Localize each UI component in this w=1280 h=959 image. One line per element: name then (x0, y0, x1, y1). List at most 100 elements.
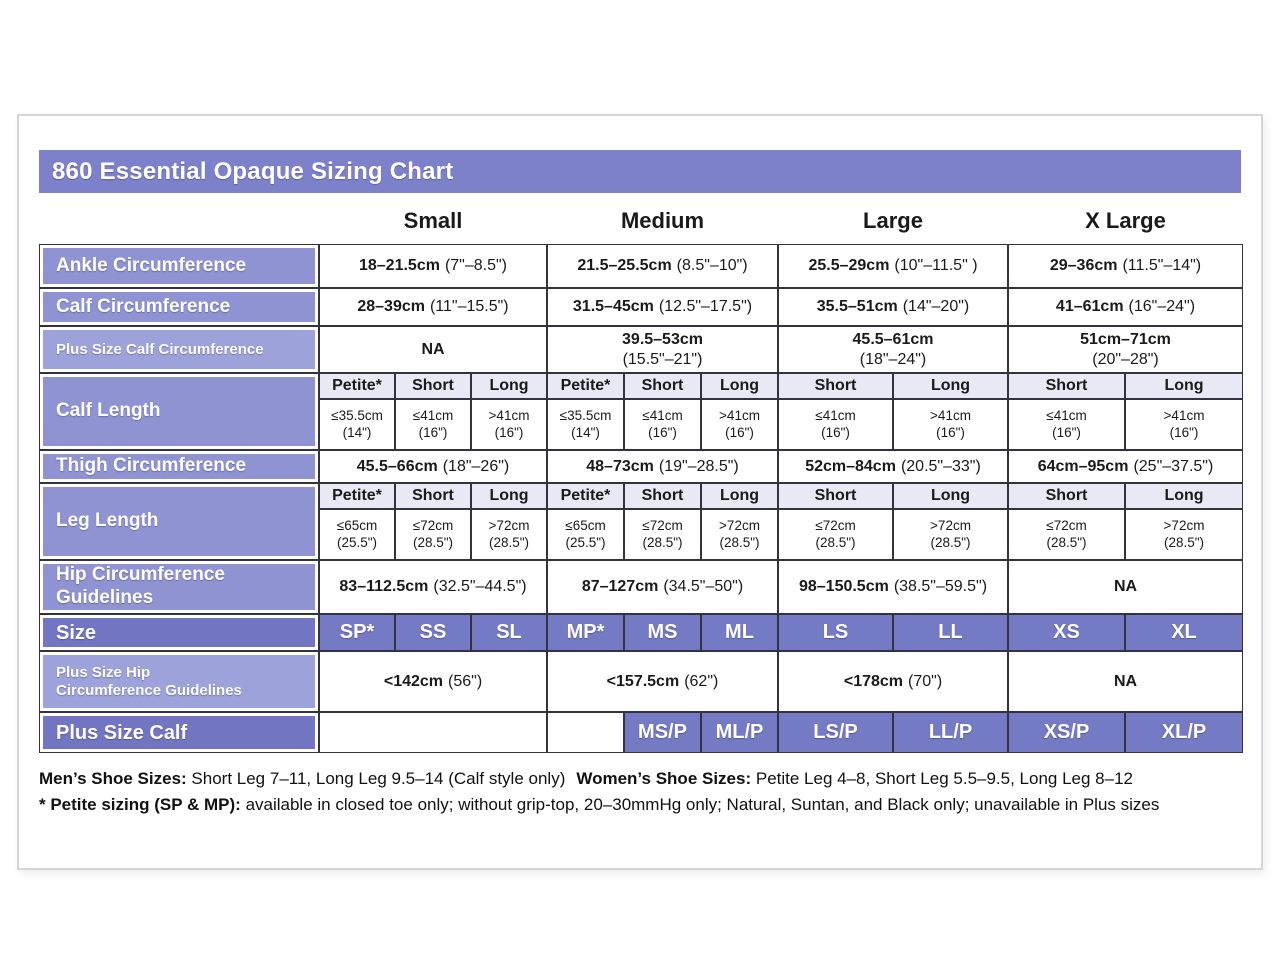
cell-thigh-xlarge: 64cm–95cm (25"–37.5") (1008, 450, 1243, 483)
cell-plus-hip-small: <142cm (56") (319, 651, 547, 712)
cell-plus-calf-circ-medium: 39.5–53cm (15.5"–21") (547, 326, 778, 373)
cell-plus-hip-large: <178cm (70") (778, 651, 1008, 712)
cell-ankle-large: 25.5–29cm (10"–11.5" ) (778, 244, 1008, 288)
cell-thigh-medium: 48–73cm (19"–28.5") (547, 450, 778, 483)
column-header-medium: Medium (620, 208, 705, 233)
petite-sizing-label: * Petite sizing (SP & MP): (39, 795, 241, 815)
mens-shoe-sizes-label: Men’s Shoe Sizes: (39, 769, 187, 788)
cell-calf-length-medium-petite: ≤35.5cm (14") (547, 399, 624, 450)
cell-size-sl: SL (471, 614, 547, 651)
cell-calf-length-small-short: ≤41cm (16") (395, 399, 471, 450)
row-label-hip-circumference-guidelines: Hip Circumference Guidelines (39, 560, 319, 614)
cell-leg-length-small-petite: ≤65cm (25.5") (319, 509, 395, 560)
cell-plus-calf-xsp: XS/P (1008, 712, 1125, 753)
cell-size-ms: MS (624, 614, 701, 651)
row-label-ankle-circumference: Ankle Circumference (39, 244, 319, 288)
subheader-calf-length-small-petite: Petite* (319, 373, 395, 399)
row-label-thigh-circumference: Thigh Circumference (39, 450, 319, 483)
cell-calf-length-large-long: >41cm (16") (893, 399, 1008, 450)
cell-plus-hip-medium: <157.5cm (62") (547, 651, 778, 712)
cell-plus-calf-xlp: XL/P (1125, 712, 1243, 753)
subheader-calf-length-medium-short: Short (624, 373, 701, 399)
cell-ankle-medium: 21.5–25.5cm (8.5"–10") (547, 244, 778, 288)
footnote-shoe-sizes: Men’s Shoe Sizes: Short Leg 7–11, Long L… (39, 769, 1134, 788)
cell-hip-xlarge: NA (1008, 560, 1243, 614)
cell-leg-length-medium-long: >72cm (28.5") (701, 509, 778, 560)
row-label-calf-circumference: Calf Circumference (39, 288, 319, 326)
cell-leg-length-medium-petite: ≤65cm (25.5") (547, 509, 624, 560)
cell-calf-xlarge: 41–61cm (16"–24") (1008, 288, 1243, 326)
cell-size-ll: LL (893, 614, 1008, 651)
subheader-calf-length-small-long: Long (471, 373, 547, 399)
subheader-leg-length-xlarge-short: Short (1008, 483, 1125, 509)
cell-hip-medium: 87–127cm (34.5"–50") (547, 560, 778, 614)
subheader-leg-length-medium-petite: Petite* (547, 483, 624, 509)
subheader-calf-length-xlarge-short: Short (1008, 373, 1125, 399)
subheader-calf-length-large-short: Short (778, 373, 893, 399)
cell-calf-medium: 31.5–45cm (12.5"–17.5") (547, 288, 778, 326)
cell-calf-length-xlarge-short: ≤41cm (16") (1008, 399, 1125, 450)
cell-plus-hip-xlarge: NA (1008, 651, 1243, 712)
cell-plus-calf-mp-blank (547, 712, 624, 753)
subheader-calf-length-small-short: Short (395, 373, 471, 399)
cell-plus-calf-lsp: LS/P (778, 712, 893, 753)
row-label-plus-size-hip-circumference-guidelines: Plus Size Hip Circumference Guidelines (39, 651, 319, 712)
row-label-plus-size-calf-circumference: Plus Size Calf Circumference (39, 326, 319, 373)
subheader-leg-length-medium-long: Long (701, 483, 778, 509)
subheader-calf-length-medium-long: Long (701, 373, 778, 399)
cell-calf-length-medium-long: >41cm (16") (701, 399, 778, 450)
cell-plus-calf-llp: LL/P (893, 712, 1008, 753)
cell-thigh-large: 52cm–84cm (20.5"–33") (778, 450, 1008, 483)
cell-calf-length-small-long: >41cm (16") (471, 399, 547, 450)
subheader-leg-length-small-long: Long (471, 483, 547, 509)
cell-calf-small: 28–39cm (11"–15.5") (319, 288, 547, 326)
cell-size-ss: SS (395, 614, 471, 651)
subheader-calf-length-xlarge-long: Long (1125, 373, 1243, 399)
column-header-xlarge: X Large (1085, 208, 1166, 233)
cell-plus-calf-small-blank (319, 712, 547, 753)
row-label-leg-length: Leg Length (39, 483, 319, 560)
cell-size-xs: XS (1008, 614, 1125, 651)
cell-plus-calf-msp: MS/P (624, 712, 701, 753)
cell-ankle-small: 18–21.5cm (7"–8.5") (319, 244, 547, 288)
sizing-table: Small Medium Large X Large Ankle Circumf… (39, 202, 1243, 753)
cell-calf-large: 35.5–51cm (14"–20") (778, 288, 1008, 326)
cell-leg-length-small-long: >72cm (28.5") (471, 509, 547, 560)
cell-size-sp: SP* (319, 614, 395, 651)
womens-shoe-sizes-label: Women’s Shoe Sizes: (576, 769, 752, 788)
cell-size-mp: MP* (547, 614, 624, 651)
cell-ankle-xlarge: 29–36cm (11.5"–14") (1008, 244, 1243, 288)
subheader-leg-length-xlarge-long: Long (1125, 483, 1243, 509)
cell-calf-length-medium-short: ≤41cm (16") (624, 399, 701, 450)
cell-plus-calf-circ-large: 45.5–61cm (18"–24") (778, 326, 1008, 373)
subheader-calf-length-medium-petite: Petite* (547, 373, 624, 399)
subheader-leg-length-large-short: Short (778, 483, 893, 509)
subheader-leg-length-large-long: Long (893, 483, 1008, 509)
cell-leg-length-xlarge-short: ≤72cm (28.5") (1008, 509, 1125, 560)
cell-calf-length-xlarge-long: >41cm (16") (1125, 399, 1243, 450)
cell-leg-length-xlarge-long: >72cm (28.5") (1125, 509, 1243, 560)
chart-title: 860 Essential Opaque Sizing Chart (39, 150, 1241, 193)
cell-hip-small: 83–112.5cm (32.5"–44.5") (319, 560, 547, 614)
cell-plus-calf-circ-small: NA (319, 326, 547, 373)
cell-calf-length-large-short: ≤41cm (16") (778, 399, 893, 450)
cell-leg-length-medium-short: ≤72cm (28.5") (624, 509, 701, 560)
sizing-chart-card: 860 Essential Opaque Sizing Chart Small … (17, 114, 1263, 870)
cell-size-ls: LS (778, 614, 893, 651)
cell-hip-large: 98–150.5cm (38.5"–59.5") (778, 560, 1008, 614)
cell-thigh-small: 45.5–66cm (18"–26") (319, 450, 547, 483)
cell-plus-calf-mlp: ML/P (701, 712, 778, 753)
row-label-calf-length: Calf Length (39, 373, 319, 450)
row-label-size: Size (39, 614, 319, 651)
subheader-leg-length-small-short: Short (395, 483, 471, 509)
cell-leg-length-large-short: ≤72cm (28.5") (778, 509, 893, 560)
footnote-petite-sizing: * Petite sizing (SP & MP): available in … (39, 795, 1160, 815)
column-header-small: Small (403, 208, 463, 233)
row-label-plus-size-calf: Plus Size Calf (39, 712, 319, 753)
cell-plus-calf-circ-xlarge: 51cm–71cm (20"–28") (1008, 326, 1243, 373)
footnotes: Men’s Shoe Sizes: Short Leg 7–11, Long L… (39, 766, 1241, 819)
cell-leg-length-small-short: ≤72cm (28.5") (395, 509, 471, 560)
cell-size-ml: ML (701, 614, 778, 651)
subheader-calf-length-large-long: Long (893, 373, 1008, 399)
cell-size-xl: XL (1125, 614, 1243, 651)
